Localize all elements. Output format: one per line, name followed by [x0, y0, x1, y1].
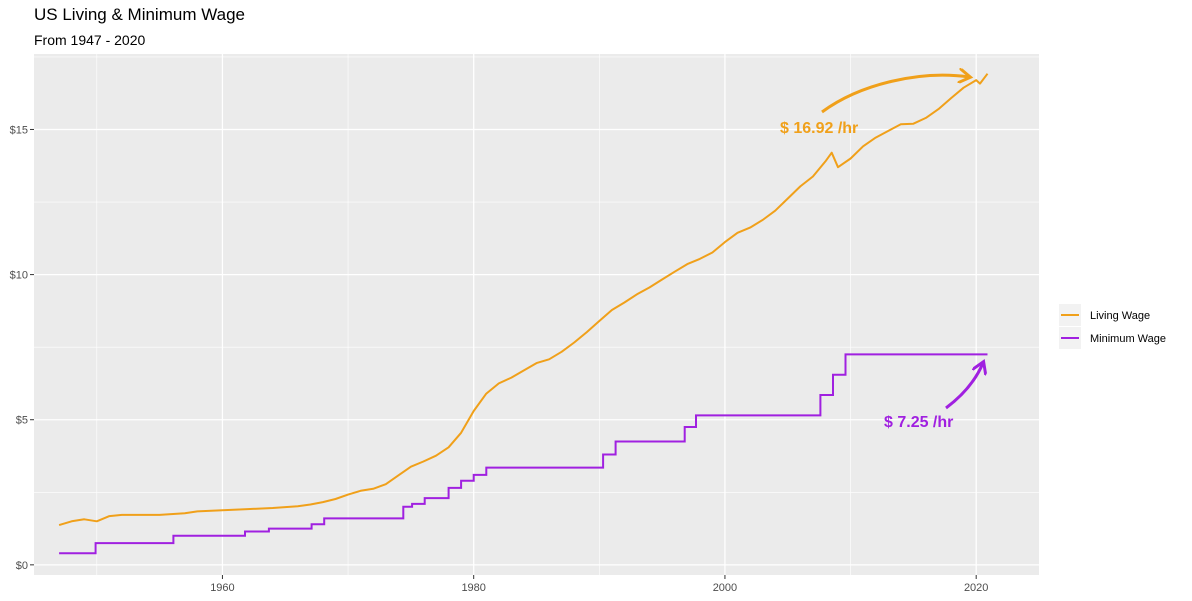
- living-wage-line: [58, 73, 989, 527]
- legend-label-minimum-wage: Minimum Wage: [1090, 333, 1166, 345]
- x-tick-label: 1980: [461, 582, 485, 594]
- series-layer: [58, 73, 989, 555]
- living-wage-arrow: [821, 75, 969, 114]
- legend-label-living-wage: Living Wage: [1090, 310, 1150, 322]
- y-tick-label: $0: [16, 560, 28, 572]
- minimum-wage-annotation: $ 7.25 /hr: [884, 414, 953, 431]
- minimum-wage-arrow: [945, 363, 983, 410]
- living-wage-annotation: $ 16.92 /hr: [780, 120, 858, 137]
- y-tick-label: $15: [10, 124, 28, 136]
- y-tick-label: $5: [16, 415, 28, 427]
- legend: Living Wage Minimum Wage: [1059, 304, 1166, 349]
- x-tick-label: 2020: [964, 582, 988, 594]
- x-tick-label: 1960: [210, 582, 234, 594]
- annotations: $ 16.92 /hr $ 7.25 /hr: [780, 75, 983, 431]
- minimum-wage-line: [59, 353, 988, 555]
- y-tick-label: $10: [10, 270, 28, 282]
- axes: 1960 1980 2000 2020 $0 $5 $10 $15: [10, 124, 989, 594]
- chart-title: US Living & Minimum Wage: [34, 5, 245, 24]
- chart-subtitle: From 1947 - 2020: [34, 32, 146, 48]
- major-gridlines: [34, 54, 1039, 575]
- plot-panel: [34, 54, 1039, 575]
- minor-gridlines: [34, 54, 1039, 575]
- x-tick-label: 2000: [713, 582, 737, 594]
